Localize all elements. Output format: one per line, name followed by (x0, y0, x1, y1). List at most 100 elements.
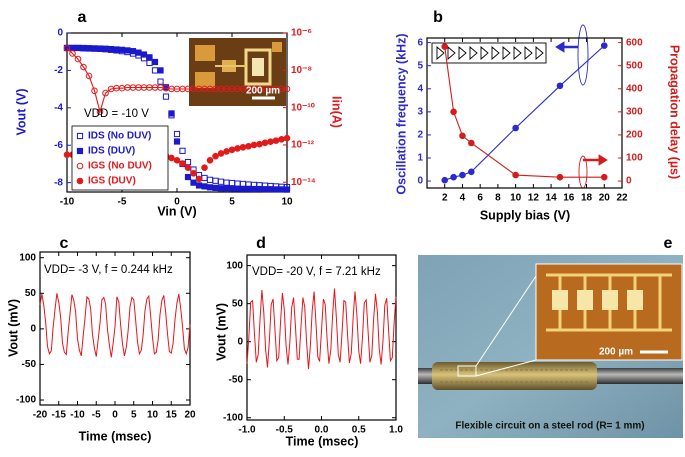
marker (151, 67, 159, 74)
marker (459, 132, 466, 140)
marker (80, 63, 87, 71)
x-tick-label: 14 (546, 193, 558, 204)
marker (206, 157, 214, 164)
y2-tick-label: 10⁻⁸ (291, 65, 312, 76)
x-tick-label: 0.0 (315, 425, 329, 436)
marker (250, 141, 258, 149)
marker (102, 89, 109, 97)
marker (157, 67, 164, 74)
y-tick-label: 100 (226, 260, 243, 271)
x-tick-label: 22 (616, 193, 628, 204)
series-line (39, 293, 191, 358)
legend-marker (76, 132, 84, 140)
marker (173, 157, 181, 164)
x-tick-label: -10 (60, 197, 75, 208)
y2-tick-label: 10⁻¹⁰ (291, 102, 315, 113)
legend-label: IGS (No DUV) (88, 161, 152, 172)
marker (206, 184, 214, 191)
marker (245, 142, 252, 150)
marker (69, 50, 76, 57)
marker (179, 147, 186, 154)
series-line (246, 288, 397, 370)
y-tick-label: -2 (54, 65, 63, 76)
x-tick-label: -0.5 (276, 425, 294, 436)
marker (223, 185, 230, 192)
marker (283, 85, 291, 93)
chip-inset (189, 38, 286, 106)
y-axis-title: Oscillation frequency (kHz) (394, 33, 408, 194)
x-tick-label: 10 (147, 410, 159, 421)
marker (206, 176, 214, 183)
x-tick-label: 20 (184, 410, 196, 421)
marker (63, 151, 71, 158)
marker (245, 185, 252, 192)
y-tick-label: -50 (229, 374, 244, 385)
marker (173, 130, 181, 138)
x-tick-label: -5 (118, 197, 127, 208)
marker (556, 82, 564, 90)
marker (234, 180, 241, 187)
x-tick-label: 10 (281, 197, 293, 208)
legend-label: IGS (DUV) (88, 176, 136, 187)
y2-tick-label: 10⁻⁶ (291, 28, 312, 39)
marker (267, 186, 274, 193)
marker (212, 152, 219, 160)
marker (190, 179, 197, 186)
marker (91, 87, 98, 95)
marker (102, 45, 109, 52)
x-tick-label: 20 (599, 193, 611, 204)
y-tick-label: -8 (54, 177, 63, 188)
y-tick-label: 100 (19, 252, 36, 263)
marker (184, 158, 192, 166)
plot-frame (426, 37, 623, 189)
marker (228, 146, 236, 154)
marker (234, 145, 241, 152)
marker (118, 46, 126, 53)
y-tick-label: 2 (417, 130, 423, 141)
y-tick-label: -50 (22, 359, 37, 370)
marker (113, 46, 120, 53)
marker (217, 178, 225, 185)
marker (212, 184, 219, 191)
marker (223, 179, 230, 186)
y-tick-label: 3 (417, 106, 423, 117)
x-tick-label: 5 (229, 197, 235, 208)
series-line (66, 47, 287, 114)
y-axis-title: Vout (mV) (214, 303, 228, 361)
y2-tick-label: 10⁻¹⁴ (291, 177, 316, 188)
y-tick-label: -100 (16, 395, 36, 406)
y-axis-title: Vout (mV) (6, 299, 20, 357)
marker (261, 139, 269, 147)
y2-tick-label: 200 (626, 130, 643, 141)
legend-marker (76, 162, 84, 170)
marker (63, 45, 71, 52)
x-tick-label: 12 (528, 193, 540, 204)
marker (184, 164, 192, 172)
x-tick-label: 10 (510, 193, 522, 204)
marker (228, 185, 236, 192)
x-tick-label: -5 (92, 410, 101, 421)
legend-marker (76, 177, 84, 185)
marker (85, 72, 93, 80)
x-tick-label: 0 (112, 410, 118, 421)
x-tick-label: -10 (70, 410, 85, 421)
legend-label: IDS (No DUV) (88, 131, 151, 142)
marker (512, 171, 519, 179)
x-tick-label: 4 (460, 193, 466, 204)
marker (283, 134, 291, 142)
x-tick-label: 18 (581, 193, 593, 204)
x-tick-label: 1.0 (389, 425, 403, 436)
marker (556, 173, 564, 181)
x-tick-label: 0 (174, 197, 180, 208)
annotation: VDD= -20 V, f = 7.21 kHz (252, 266, 381, 278)
y-tick-label: 1 (417, 153, 423, 164)
x-tick-label: -1.0 (238, 425, 256, 436)
marker (195, 175, 203, 183)
y-axis-title: Vout (V) (14, 89, 28, 136)
marker (173, 138, 181, 145)
x-tick-label: 6 (477, 193, 483, 204)
x-axis-title: Time (msec) (79, 429, 152, 443)
marker (283, 186, 291, 193)
x-tick-label: 16 (563, 193, 575, 204)
x-tick-label: -20 (33, 410, 48, 421)
